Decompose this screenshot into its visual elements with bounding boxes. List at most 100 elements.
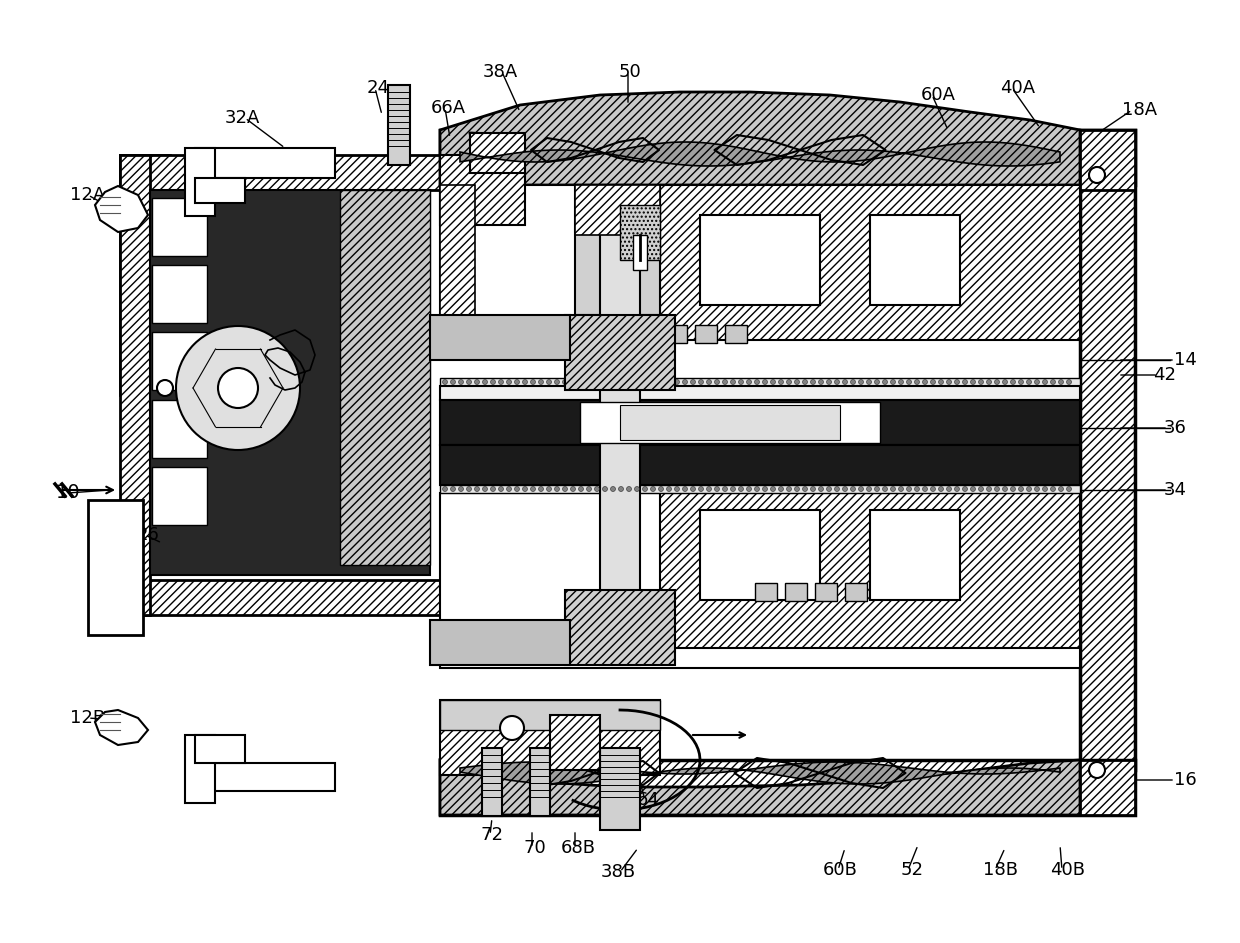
- Ellipse shape: [603, 379, 608, 385]
- Ellipse shape: [515, 487, 520, 491]
- Ellipse shape: [443, 487, 448, 491]
- Ellipse shape: [746, 487, 751, 491]
- Ellipse shape: [698, 379, 703, 385]
- Ellipse shape: [1034, 379, 1039, 385]
- Ellipse shape: [522, 487, 527, 491]
- Ellipse shape: [730, 379, 735, 385]
- Bar: [150, 190, 430, 575]
- Text: 18A: 18A: [1122, 101, 1158, 119]
- Ellipse shape: [635, 379, 640, 385]
- Text: 46: 46: [603, 279, 625, 297]
- Bar: [153, 467, 207, 525]
- Ellipse shape: [1034, 487, 1039, 491]
- Bar: [870, 215, 960, 305]
- Ellipse shape: [459, 487, 464, 491]
- Ellipse shape: [619, 379, 624, 385]
- Ellipse shape: [570, 379, 575, 385]
- Ellipse shape: [1011, 487, 1016, 491]
- Bar: [440, 700, 660, 775]
- Ellipse shape: [883, 379, 888, 385]
- Ellipse shape: [626, 379, 631, 385]
- Text: 16: 16: [1173, 771, 1197, 789]
- Bar: [120, 155, 170, 395]
- Ellipse shape: [475, 379, 480, 385]
- Bar: [470, 133, 525, 173]
- Ellipse shape: [1089, 762, 1105, 778]
- Ellipse shape: [858, 379, 863, 385]
- Bar: [635, 325, 657, 343]
- Ellipse shape: [946, 487, 951, 491]
- Text: 34: 34: [1163, 481, 1187, 499]
- Ellipse shape: [915, 379, 920, 385]
- Bar: [660, 493, 1080, 648]
- Ellipse shape: [626, 487, 631, 491]
- Polygon shape: [460, 142, 1060, 166]
- Ellipse shape: [554, 487, 559, 491]
- Ellipse shape: [498, 487, 503, 491]
- Bar: [440, 185, 640, 340]
- Ellipse shape: [874, 379, 879, 385]
- Ellipse shape: [603, 487, 608, 491]
- Ellipse shape: [570, 487, 575, 491]
- Ellipse shape: [619, 487, 624, 491]
- Ellipse shape: [1066, 379, 1071, 385]
- Text: 10: 10: [56, 484, 81, 503]
- Ellipse shape: [802, 379, 807, 385]
- Ellipse shape: [858, 487, 863, 491]
- Ellipse shape: [906, 487, 911, 491]
- Ellipse shape: [763, 379, 768, 385]
- Ellipse shape: [835, 487, 839, 491]
- Ellipse shape: [538, 379, 543, 385]
- Ellipse shape: [531, 487, 536, 491]
- Text: 70: 70: [523, 839, 547, 857]
- Ellipse shape: [498, 379, 503, 385]
- Ellipse shape: [890, 379, 895, 385]
- Ellipse shape: [754, 487, 759, 491]
- Ellipse shape: [491, 379, 496, 385]
- Ellipse shape: [867, 487, 872, 491]
- Bar: [388, 85, 410, 165]
- Ellipse shape: [987, 487, 992, 491]
- Bar: [153, 265, 207, 323]
- Ellipse shape: [1043, 379, 1048, 385]
- Ellipse shape: [739, 379, 744, 385]
- Ellipse shape: [955, 379, 960, 385]
- Ellipse shape: [723, 379, 728, 385]
- Bar: [565, 590, 675, 665]
- Text: 38B: 38B: [600, 863, 636, 881]
- Ellipse shape: [795, 487, 800, 491]
- Ellipse shape: [723, 487, 728, 491]
- Bar: [620, 405, 839, 440]
- Ellipse shape: [466, 379, 471, 385]
- Bar: [195, 148, 335, 178]
- Ellipse shape: [770, 487, 775, 491]
- Ellipse shape: [763, 487, 768, 491]
- Text: 42: 42: [1153, 366, 1177, 384]
- Bar: [440, 155, 525, 225]
- Text: 48: 48: [708, 481, 732, 499]
- Ellipse shape: [675, 379, 680, 385]
- Ellipse shape: [883, 487, 888, 491]
- Ellipse shape: [610, 487, 615, 491]
- Ellipse shape: [554, 379, 559, 385]
- Text: 68B: 68B: [560, 839, 595, 857]
- Text: 32A: 32A: [224, 109, 259, 127]
- Ellipse shape: [651, 487, 656, 491]
- Ellipse shape: [450, 487, 455, 491]
- Bar: [153, 400, 207, 458]
- Bar: [440, 400, 1080, 445]
- Text: 44: 44: [833, 481, 857, 499]
- Ellipse shape: [482, 379, 487, 385]
- Ellipse shape: [818, 379, 823, 385]
- Ellipse shape: [923, 379, 928, 385]
- Ellipse shape: [930, 379, 935, 385]
- Ellipse shape: [867, 379, 872, 385]
- Text: 60A: 60A: [920, 86, 956, 104]
- Text: 40A: 40A: [1001, 79, 1035, 97]
- Bar: [755, 583, 777, 601]
- Bar: [632, 235, 647, 270]
- Ellipse shape: [538, 487, 543, 491]
- Text: 12A: 12A: [71, 186, 105, 204]
- Ellipse shape: [547, 379, 552, 385]
- Ellipse shape: [754, 379, 759, 385]
